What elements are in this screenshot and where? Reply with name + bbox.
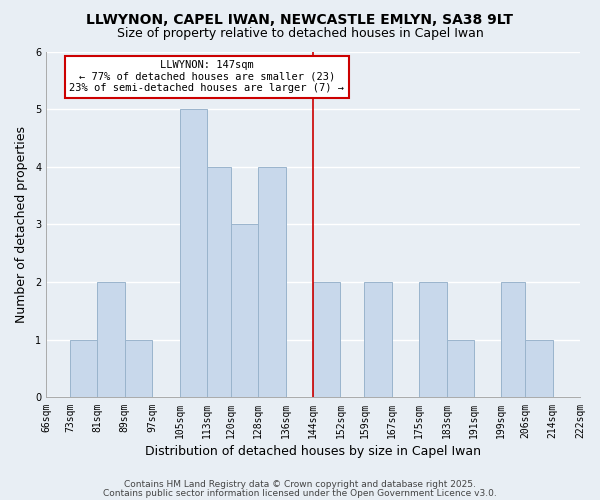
Text: LLWYNON: 147sqm
← 77% of detached houses are smaller (23)
23% of semi-detached h: LLWYNON: 147sqm ← 77% of detached houses… xyxy=(70,60,344,94)
Text: LLWYNON, CAPEL IWAN, NEWCASTLE EMLYN, SA38 9LT: LLWYNON, CAPEL IWAN, NEWCASTLE EMLYN, SA… xyxy=(86,12,514,26)
Text: Size of property relative to detached houses in Capel Iwan: Size of property relative to detached ho… xyxy=(116,28,484,40)
Text: Contains public sector information licensed under the Open Government Licence v3: Contains public sector information licen… xyxy=(103,488,497,498)
X-axis label: Distribution of detached houses by size in Capel Iwan: Distribution of detached houses by size … xyxy=(145,444,481,458)
Bar xyxy=(97,282,125,398)
Bar xyxy=(580,340,600,398)
Bar xyxy=(364,282,392,398)
Bar xyxy=(419,282,446,398)
Bar xyxy=(70,340,97,398)
Bar xyxy=(525,340,553,398)
Bar xyxy=(258,167,286,398)
Bar xyxy=(313,282,340,398)
Bar xyxy=(446,340,474,398)
Bar xyxy=(231,224,258,398)
Text: Contains HM Land Registry data © Crown copyright and database right 2025.: Contains HM Land Registry data © Crown c… xyxy=(124,480,476,489)
Bar xyxy=(207,167,231,398)
Bar xyxy=(501,282,525,398)
Y-axis label: Number of detached properties: Number of detached properties xyxy=(15,126,28,323)
Bar xyxy=(125,340,152,398)
Bar xyxy=(179,109,207,398)
